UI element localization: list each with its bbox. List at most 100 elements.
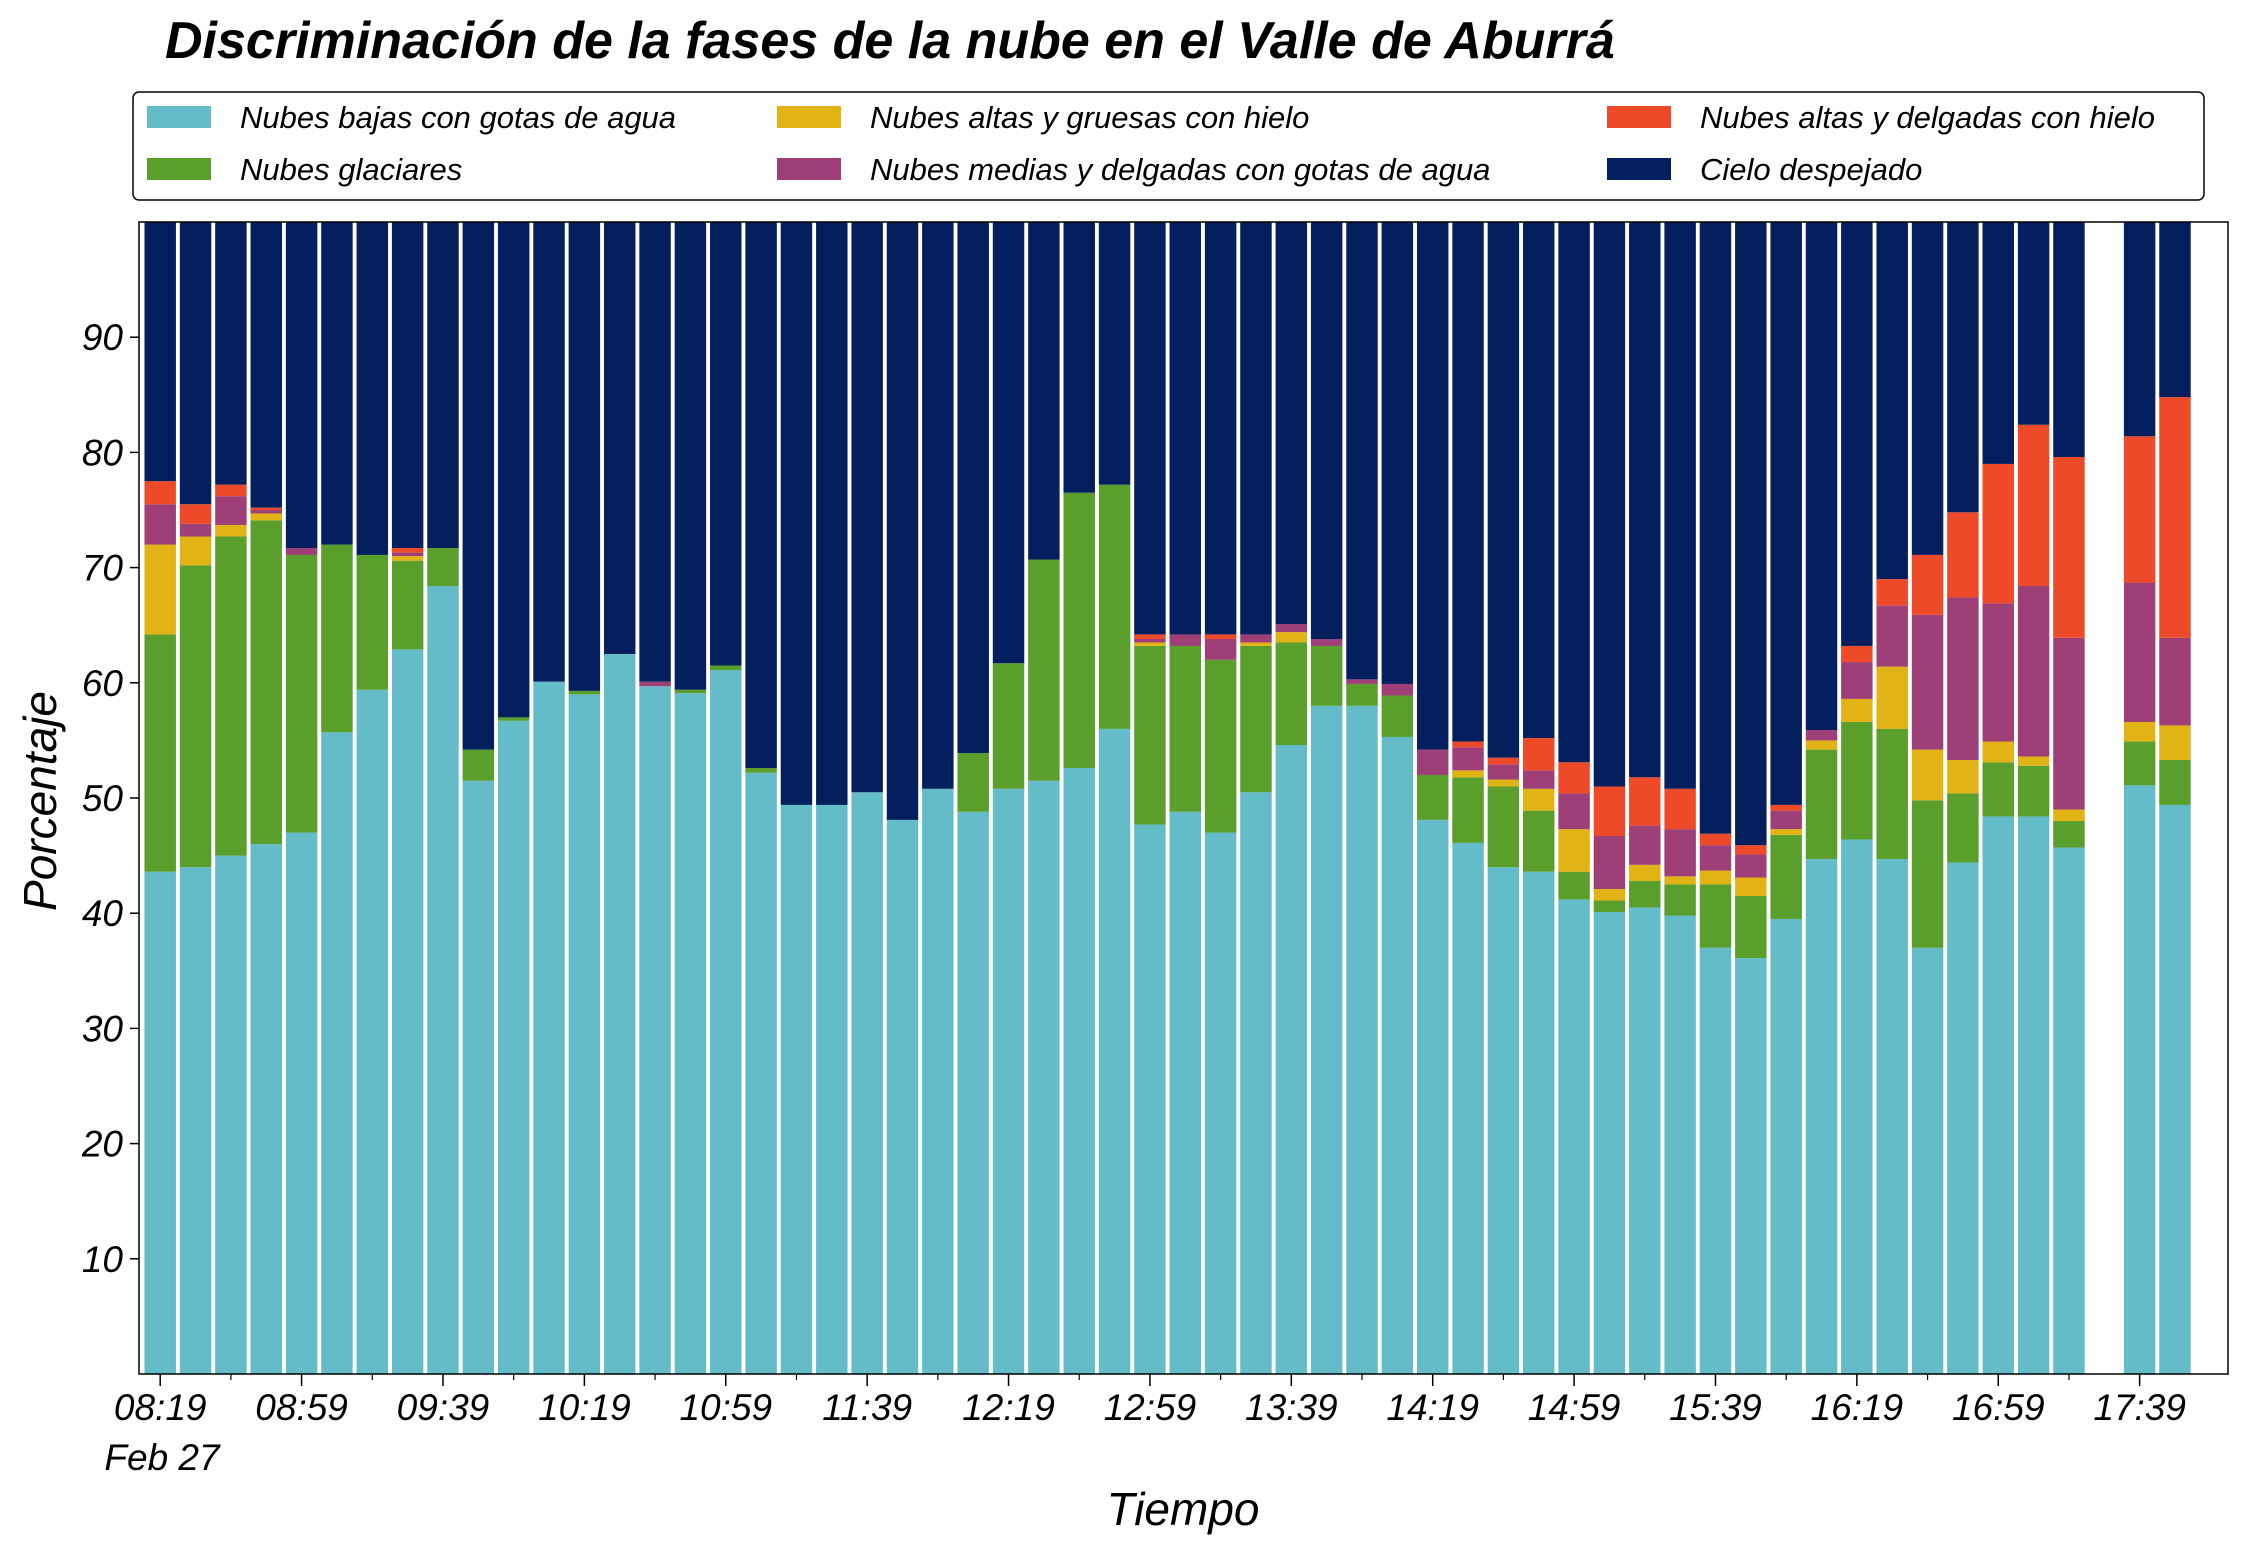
bar-segment <box>1982 463 2014 604</box>
bar-segment <box>780 222 813 805</box>
x-axis-label: Tiempo <box>1107 1483 1260 1535</box>
bar-segment <box>1593 912 1626 1374</box>
bar-segment <box>1699 947 1732 1374</box>
bar-segment <box>391 548 424 553</box>
bar-segment <box>1629 864 1661 881</box>
bar-segment <box>1593 786 1626 837</box>
bar-segment <box>1876 666 1908 729</box>
bar-segment <box>1523 770 1555 789</box>
bar-segment <box>1911 947 1944 1374</box>
bar-segment <box>1523 222 1555 739</box>
bar-segment <box>1593 900 1626 913</box>
bar-segment <box>285 222 318 549</box>
bar-segment <box>674 689 707 694</box>
bar-segment <box>1593 222 1626 787</box>
bar-segment <box>1699 833 1732 846</box>
bar-segment <box>179 867 212 1374</box>
bar-segment <box>1452 770 1484 778</box>
bar-segment <box>1876 579 1908 606</box>
bar-segment <box>1346 679 1378 684</box>
bar-segment <box>356 554 389 690</box>
bar-segment <box>1770 222 1802 805</box>
bar-segment <box>1841 698 1873 722</box>
bar-segment <box>1310 645 1343 706</box>
bar-segment <box>1841 662 1873 699</box>
legend-swatch <box>777 106 841 128</box>
y-tick-label: 20 <box>81 1124 124 1165</box>
bar-segment <box>1841 839 1873 1374</box>
bar-segment <box>2017 222 2050 425</box>
bar-segment <box>1593 889 1626 901</box>
bar-segment <box>144 544 176 635</box>
bar-segment <box>2123 436 2156 583</box>
y-tick-label: 80 <box>82 432 124 473</box>
bar-segment <box>1770 834 1802 919</box>
bar-segment <box>1204 659 1237 833</box>
legend-swatch <box>1607 106 1671 128</box>
bar-segment <box>1982 762 2014 817</box>
bar-segment <box>1098 728 1131 1374</box>
bar-segment <box>1275 632 1308 643</box>
bar-segment <box>851 222 883 793</box>
legend-box <box>132 91 2205 201</box>
bar-segment <box>2017 586 2050 757</box>
x-tick-label: 14:19 <box>1386 1387 1479 1428</box>
bar-segment <box>2123 785 2156 1374</box>
bar-segment <box>1487 222 1520 758</box>
bar-segment <box>1982 603 2014 742</box>
bar-segment <box>1629 825 1661 865</box>
bar-segment <box>1416 819 1449 1374</box>
bar-segment <box>568 690 601 695</box>
bar-segment <box>1911 554 1944 615</box>
bar-segment <box>250 507 282 510</box>
bar-segment <box>1381 695 1414 737</box>
bar-segment <box>1982 816 2014 1374</box>
bar-segment <box>1947 222 1979 513</box>
legend-label: Nubes altas y delgadas con hielo <box>1700 100 2155 135</box>
bar-segment <box>1911 749 1944 801</box>
bar-segment <box>2053 222 2085 458</box>
bar-segment <box>2159 222 2191 398</box>
bar-segment <box>2159 637 2191 726</box>
bar-segment <box>1310 639 1343 646</box>
bar-segment <box>533 681 565 1374</box>
bar-segment <box>1346 222 1378 680</box>
bar-segment <box>2017 765 2050 817</box>
x-tick-label: 13:39 <box>1245 1387 1338 1428</box>
date-label: Feb 27 <box>104 1437 221 1478</box>
bar-segment <box>2017 424 2050 587</box>
bar-segment <box>1381 736 1414 1374</box>
bar-segment <box>1240 642 1272 646</box>
bar-segment <box>250 520 282 845</box>
bar-segment <box>1664 788 1696 830</box>
bar-segment <box>1134 639 1166 643</box>
bar-segment <box>1982 222 2014 464</box>
bar-segment <box>179 222 212 505</box>
legend-label: Cielo despejado <box>1700 152 1922 187</box>
bar-segment <box>427 586 459 1374</box>
bar-segment <box>922 222 954 789</box>
bar-segment <box>745 772 777 1374</box>
bar-segment <box>1735 845 1767 855</box>
bar-segment <box>1523 871 1555 1374</box>
bar-segment <box>1629 777 1661 826</box>
bar-segment <box>1275 745 1308 1374</box>
bar-segment <box>1240 222 1272 635</box>
bar-segment <box>886 819 919 1374</box>
x-tick-label: 09:39 <box>397 1387 490 1428</box>
bar-segment <box>674 693 707 1374</box>
bar-segment <box>1841 645 1873 663</box>
x-tick-label: 10:59 <box>679 1387 772 1428</box>
bar-segment <box>1523 810 1555 872</box>
bar-segment <box>2159 725 2191 760</box>
bar-segment <box>745 768 777 773</box>
bar-segment <box>1275 222 1308 625</box>
bar-segment <box>1487 764 1520 780</box>
bar-segment <box>356 689 389 1374</box>
chart-title: Discriminación de la fases de la nube en… <box>165 12 1615 70</box>
bar-segment <box>674 222 707 690</box>
x-tick-label: 11:39 <box>822 1387 912 1428</box>
bar-segment <box>1134 642 1166 646</box>
y-tick-label: 90 <box>82 317 124 358</box>
